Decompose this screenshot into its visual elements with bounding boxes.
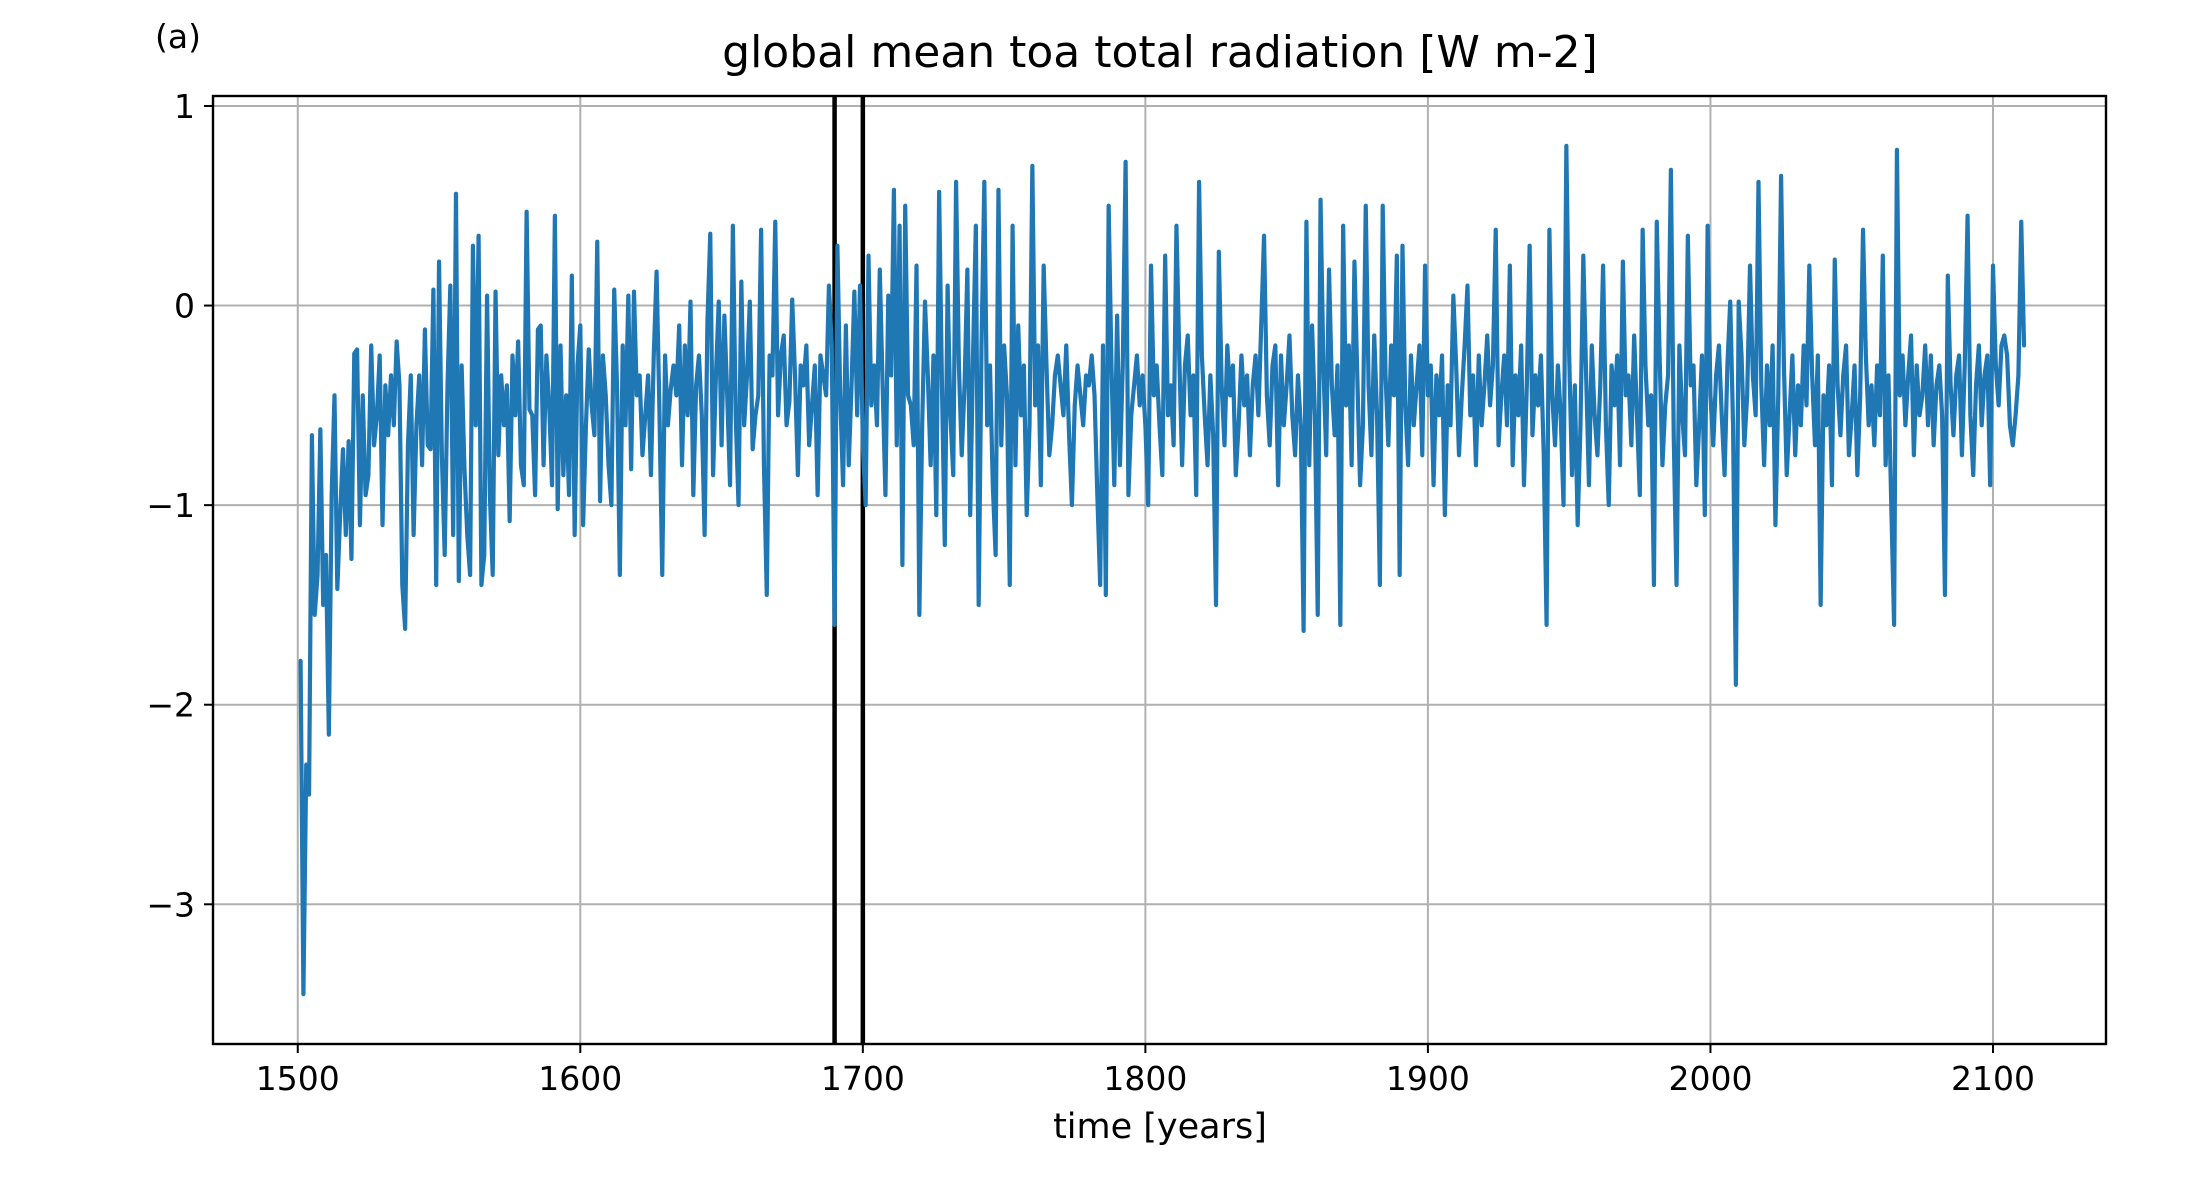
- x-tick-label: 1600: [538, 1059, 622, 1098]
- x-axis-label: time [years]: [1053, 1107, 1267, 1147]
- panel-label: (a): [155, 17, 201, 56]
- y-tick-label: 0: [174, 287, 195, 326]
- x-tick-label: 1700: [821, 1059, 905, 1098]
- y-tick-label: −1: [146, 486, 195, 525]
- plot-frame: [211, 94, 2108, 1046]
- y-tick-label: −3: [146, 885, 195, 924]
- x-tick-label: 1500: [256, 1059, 340, 1098]
- x-tick-label: 1800: [1103, 1059, 1187, 1098]
- y-axis: −3 −2 −1 0 1: [146, 87, 213, 924]
- x-tick-label: 2000: [1668, 1059, 1752, 1098]
- x-axis: 1500 1600 1700 1800 1900 2000 2100: [256, 1044, 2035, 1098]
- x-tick-label: 2100: [1951, 1059, 2035, 1098]
- y-tick-label: 1: [174, 87, 195, 126]
- vertical-markers: [832, 96, 866, 1044]
- y-tick-label: −2: [146, 686, 195, 725]
- x-tick-label: 1900: [1386, 1059, 1470, 1098]
- chart-title: global mean toa total radiation [W m-2]: [722, 27, 1598, 78]
- series-line: [298, 143, 2027, 997]
